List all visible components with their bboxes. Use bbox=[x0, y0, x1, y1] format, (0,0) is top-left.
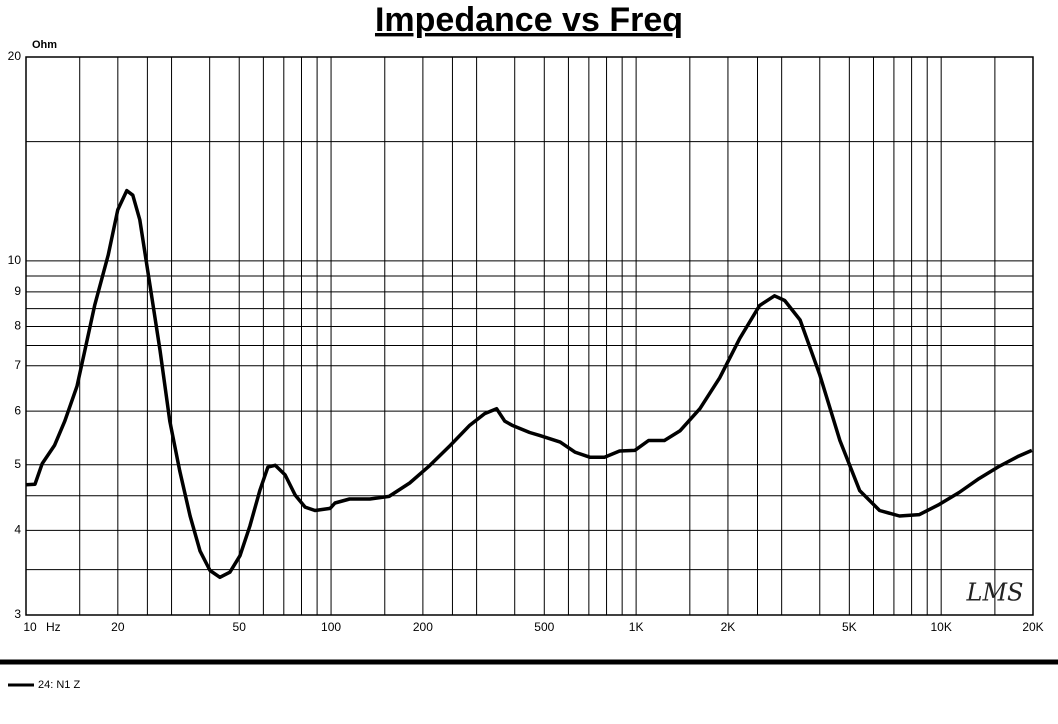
x-tick-label: 50 bbox=[233, 620, 247, 634]
legend-label: 24: N1 Z bbox=[38, 679, 80, 691]
x-tick-label: 500 bbox=[534, 620, 554, 634]
y-tick-label: 8 bbox=[14, 319, 21, 333]
x-tick-label: 1K bbox=[629, 620, 644, 634]
x-tick-label: 10 bbox=[23, 620, 37, 634]
x-tick-label: 20K bbox=[1022, 620, 1043, 634]
y-tick-label: 3 bbox=[14, 607, 21, 621]
y-tick-label: 5 bbox=[14, 457, 21, 471]
data-line bbox=[25, 188, 1033, 580]
x-tick-label: 10K bbox=[930, 620, 951, 634]
y-axis-label: Ohm bbox=[32, 39, 57, 51]
y-tick-label: 9 bbox=[14, 284, 21, 298]
x-tick-label: 100 bbox=[321, 620, 341, 634]
x-tick-label: 200 bbox=[413, 620, 433, 634]
plot-border bbox=[25, 56, 1034, 616]
x-tick-label: 5K bbox=[842, 620, 857, 634]
x-tick-label: 2K bbox=[721, 620, 736, 634]
y-tick-label: 20 bbox=[8, 49, 22, 63]
y-tick-label: 7 bbox=[14, 358, 21, 372]
x-axis-label: Hz bbox=[46, 620, 61, 634]
x-tick-label: 20 bbox=[111, 620, 125, 634]
y-tick-label: 10 bbox=[8, 253, 22, 267]
y-tick-label: 4 bbox=[14, 523, 21, 537]
y-tick-label: 6 bbox=[14, 403, 21, 417]
chart-title: Impedance vs Freq bbox=[375, 1, 683, 39]
